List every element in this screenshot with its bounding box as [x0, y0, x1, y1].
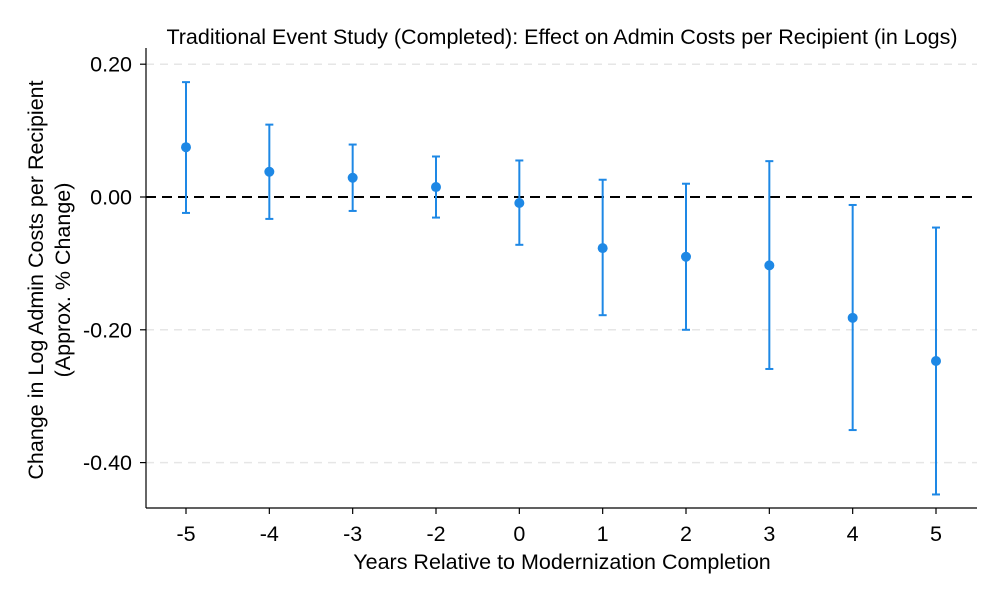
x-tick-label: 1: [597, 522, 609, 546]
point-estimate-0: [181, 142, 191, 153]
x-tick-layer: -5 -4 -3 -2 0 1 2 3 4 5: [176, 508, 942, 546]
x-tick-label: -5: [176, 522, 195, 546]
y-tick-label: -0.40: [83, 451, 132, 475]
x-axis-label: Years Relative to Modernization Completi…: [353, 550, 771, 574]
x-tick-label: 5: [930, 522, 942, 546]
point-estimate-6: [681, 251, 691, 262]
x-tick-label: 0: [513, 522, 525, 546]
y-tick-label: 0.00: [90, 186, 132, 210]
chart-title: Traditional Event Study (Completed): Eff…: [166, 25, 957, 49]
point-estimate-3: [431, 182, 441, 193]
y-tick-layer: 0.20 0.00 -0.20 -0.40: [83, 53, 146, 475]
y-tick-label: -0.20: [83, 318, 132, 342]
x-tick-label: -4: [260, 522, 279, 546]
point-estimate-layer: [181, 142, 941, 367]
y-tick-label: 0.20: [90, 53, 132, 77]
x-tick-label: 3: [763, 522, 775, 546]
x-tick-label: -3: [343, 522, 362, 546]
x-tick-label: 2: [680, 522, 692, 546]
axis-layer: [145, 48, 977, 509]
y-axis-label-line1: Change in Log Admin Costs per Recipient: [24, 80, 48, 479]
x-tick-label: 4: [847, 522, 859, 546]
x-tick-label: -2: [426, 522, 445, 546]
point-estimate-7: [764, 260, 775, 271]
point-estimate-1: [264, 166, 275, 177]
point-estimate-5: [597, 243, 608, 254]
confidence-interval-layer: [182, 81, 940, 496]
point-estimate-4: [514, 197, 525, 208]
point-estimate-9: [931, 356, 941, 367]
point-estimate-2: [347, 172, 358, 183]
point-estimate-8: [847, 312, 858, 323]
y-axis-label-line2: (Approx. % Change): [51, 183, 75, 378]
grid-layer: [146, 63, 977, 464]
